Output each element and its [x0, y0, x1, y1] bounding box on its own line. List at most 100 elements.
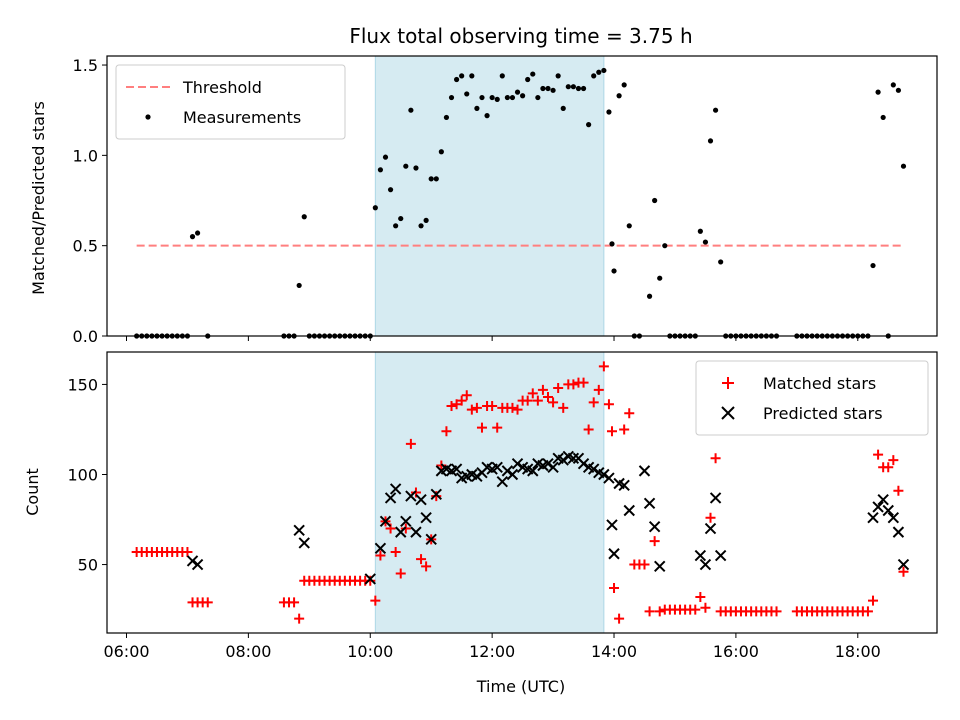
- data-point: [601, 67, 607, 74]
- data-point: [709, 492, 722, 504]
- data-point: [400, 523, 411, 534]
- data-point: [875, 89, 881, 95]
- data-point: [624, 408, 635, 419]
- data-point: [705, 512, 716, 523]
- x-tick-label: 14:00: [591, 642, 637, 661]
- data-point: [548, 397, 559, 408]
- x-tick-label: 10:00: [347, 642, 393, 661]
- data-point: [880, 114, 886, 121]
- legend: Threshold Measurements: [115, 64, 346, 140]
- data-point: [586, 122, 592, 128]
- data-point: [461, 390, 472, 401]
- data-point: [415, 493, 427, 506]
- data-point: [575, 85, 582, 92]
- data-point: [714, 549, 727, 562]
- legend-box: [115, 64, 346, 140]
- data-point: [522, 395, 533, 406]
- data-point: [492, 422, 503, 433]
- data-point: [895, 87, 902, 93]
- data-point: [194, 230, 201, 236]
- data-point: [520, 93, 526, 99]
- legend-label: Measurements: [183, 108, 301, 127]
- data-point: [623, 504, 635, 517]
- data-point: [489, 94, 495, 101]
- legend-box: [695, 360, 929, 436]
- data-point: [527, 388, 538, 399]
- data-point: [459, 73, 465, 79]
- data-point: [384, 492, 397, 504]
- data-point: [606, 426, 617, 437]
- data-point: [430, 488, 442, 501]
- data-point: [413, 165, 419, 171]
- data-point: [618, 479, 630, 492]
- x-tick-label: 12:00: [469, 642, 515, 661]
- legend-x-marker: [721, 406, 735, 420]
- data-point: [695, 591, 706, 602]
- data-point: [191, 558, 204, 571]
- data-point: [697, 228, 703, 234]
- data-point: [296, 282, 302, 289]
- data-point: [530, 71, 536, 77]
- data-point: [501, 465, 514, 477]
- data-point: [657, 275, 663, 281]
- data-point: [433, 176, 439, 182]
- data-point: [453, 76, 460, 83]
- data-point: [479, 94, 485, 101]
- data-point: [543, 392, 554, 403]
- data-point: [377, 167, 384, 173]
- data-point: [609, 241, 615, 247]
- data-point: [702, 239, 709, 245]
- data-point: [704, 522, 717, 535]
- data-point: [712, 107, 719, 113]
- data-point: [469, 73, 475, 79]
- y-axis-label-top: Matched/Predicted stars: [29, 101, 48, 295]
- data-point: [511, 457, 524, 470]
- data-point: [565, 84, 571, 90]
- data-point: [298, 537, 310, 549]
- y-tick-label: 100: [67, 465, 98, 484]
- data-point: [431, 491, 442, 502]
- y-tick-label: 150: [67, 375, 98, 394]
- legend-label: Threshold: [182, 78, 262, 97]
- data-point: [555, 73, 561, 79]
- data-point: [707, 138, 714, 144]
- data-point: [603, 399, 614, 410]
- data-point: [496, 475, 509, 488]
- data-point: [441, 426, 452, 437]
- series-matched-stars: [131, 361, 909, 624]
- data-point: [364, 573, 376, 585]
- data-point: [892, 526, 905, 538]
- data-point: [438, 149, 444, 155]
- data-point: [662, 243, 668, 249]
- data-point: [387, 187, 394, 193]
- data-point: [416, 554, 427, 565]
- data-point: [570, 84, 576, 90]
- data-point: [395, 526, 407, 538]
- data-point: [591, 73, 597, 79]
- data-point: [448, 94, 455, 101]
- data-point: [700, 602, 711, 613]
- data-point: [476, 422, 487, 433]
- data-point: [553, 383, 564, 394]
- data-point: [405, 490, 417, 502]
- y-tick-label: 1.0: [73, 146, 98, 165]
- legend-dot-marker: [145, 114, 151, 120]
- data-point: [202, 597, 213, 608]
- chart-title: Flux total observing time = 3.75 h: [349, 24, 692, 48]
- data-point: [654, 560, 666, 573]
- data-point: [710, 453, 721, 464]
- data-point: [900, 163, 907, 169]
- data-point: [390, 546, 401, 557]
- data-point: [567, 452, 580, 464]
- data-point: [578, 377, 589, 388]
- axes-frame: [106, 351, 938, 634]
- data-point: [649, 536, 660, 547]
- data-point: [718, 259, 724, 265]
- data-point: [540, 85, 546, 92]
- data-point: [499, 73, 505, 79]
- data-point: [400, 515, 412, 528]
- data-point: [410, 526, 422, 538]
- data-point: [646, 293, 653, 299]
- data-point: [535, 94, 541, 101]
- y-tick-label: 50: [78, 556, 98, 575]
